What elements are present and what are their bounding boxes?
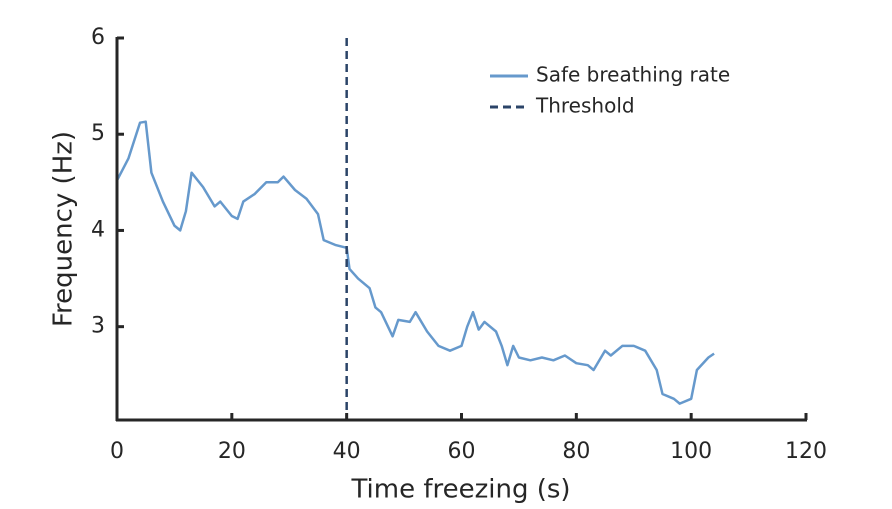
- legend-label: Threshold: [535, 94, 635, 118]
- x-tick-label: 40: [333, 439, 361, 464]
- y-tick-label: 5: [91, 121, 105, 146]
- x-tick-label: 120: [785, 439, 827, 464]
- legend-label: Safe breathing rate: [536, 63, 730, 87]
- x-tick-label: 100: [670, 439, 712, 464]
- y-tick-label: 3: [91, 314, 105, 339]
- x-tick-label: 80: [562, 439, 590, 464]
- x-axis-label: Time freezing (s): [350, 475, 570, 505]
- x-tick-label: 0: [110, 439, 124, 464]
- y-tick-label: 4: [91, 217, 105, 242]
- y-axis-label: Frequency (Hz): [49, 131, 79, 327]
- x-tick-label: 60: [448, 439, 476, 464]
- y-tick-label: 6: [91, 25, 105, 50]
- x-tick-label: 20: [218, 439, 246, 464]
- data-line: [115, 120, 715, 405]
